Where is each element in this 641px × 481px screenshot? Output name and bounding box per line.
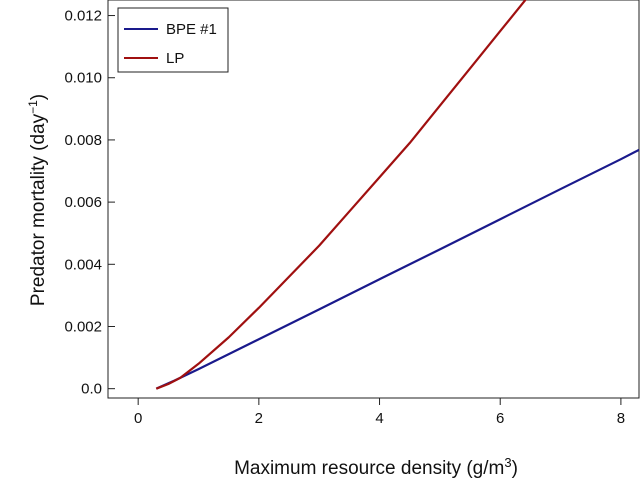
y-tick-label: 0.012 (64, 8, 102, 25)
y-tick-label: 0.002 (64, 318, 102, 335)
y-tick-label: 0.006 (64, 194, 102, 211)
x-tick-label: 8 (617, 410, 625, 427)
series-line-bpe (155, 148, 639, 390)
x-axis: 0 2 4 6 8 (134, 398, 625, 427)
x-axis-title: Maximum resource density (g/m3) (234, 455, 518, 479)
y-tick-label: 0.004 (64, 256, 102, 273)
y-tick-label: 0.010 (64, 70, 102, 87)
plot-frame (107, 0, 640, 399)
legend: BPE #1 LP (117, 7, 229, 73)
x-tick-label: 4 (375, 410, 383, 427)
series-group (155, 0, 639, 390)
y-axis: 0.0 0.002 0.004 0.006 0.008 0.010 0.012 (64, 8, 115, 398)
x-tick-label: 0 (134, 410, 142, 427)
legend-box (117, 7, 229, 73)
series-line-lp (155, 0, 527, 390)
y-tick-label: 0.0 (81, 381, 102, 398)
legend-label-lp: LP (166, 50, 184, 67)
legend-label-bpe: BPE #1 (166, 21, 217, 38)
x-tick-label: 6 (496, 410, 504, 427)
y-axis-title: Predator mortality (day−1) (26, 94, 49, 306)
y-tick-label: 0.008 (64, 132, 102, 149)
x-tick-label: 2 (255, 410, 263, 427)
